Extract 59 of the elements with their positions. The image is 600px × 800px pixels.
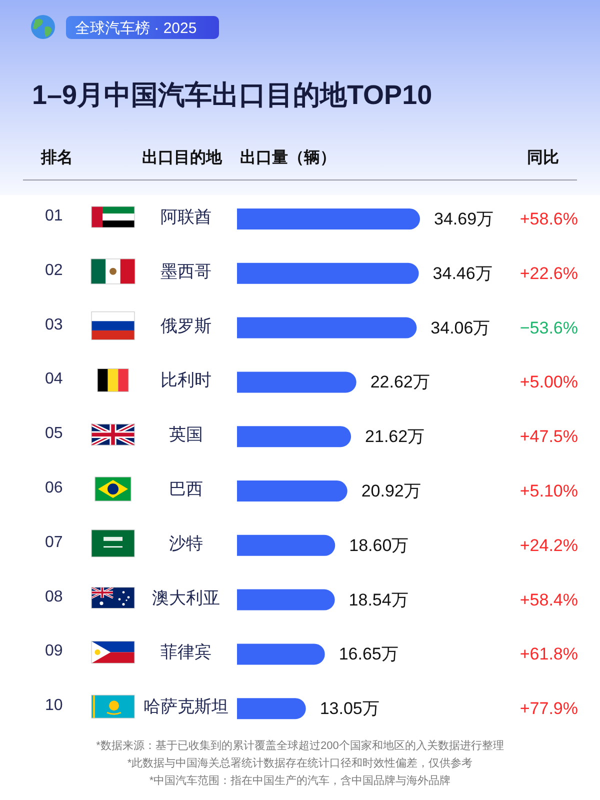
- y-tick-label: 沙特: [169, 534, 203, 553]
- text: 02: [45, 262, 63, 279]
- y-tick-label: 墨西哥: [160, 262, 212, 281]
- chart-subtitle: 全球汽车榜 · 2025: [75, 20, 197, 37]
- bar: [237, 698, 306, 720]
- text: 同比: [527, 148, 559, 166]
- data-label: +22.6%: [520, 264, 578, 283]
- data-label: +77.9%: [520, 699, 578, 718]
- x-axis-title: 出口量（辆）: [240, 148, 336, 166]
- data-label: 34.46万: [432, 264, 492, 283]
- text: 排名: [40, 148, 73, 166]
- data-label: 34.69万: [434, 210, 494, 228]
- y-tick-label: 澳大利亚: [152, 588, 220, 608]
- text: 03: [45, 316, 63, 334]
- bar: [237, 317, 417, 338]
- bar: [237, 372, 356, 393]
- data-label: +58.6%: [520, 210, 578, 228]
- data-label: −53.6%: [520, 318, 578, 338]
- y-tick-label: 巴西: [169, 480, 203, 498]
- data-label: 20.92万: [361, 482, 421, 500]
- text: 05: [45, 425, 63, 442]
- text: 07: [45, 534, 63, 551]
- text: *此数据与中国海关总署统计数据存在统计口径和时效性偏差，仅供参考: [127, 756, 473, 770]
- data-label: +58.4%: [520, 590, 578, 610]
- bar: [237, 534, 336, 556]
- text: 08: [45, 588, 63, 606]
- data-label: +5.10%: [520, 482, 578, 500]
- bar: [237, 426, 352, 448]
- y-tick-label: 俄罗斯: [160, 316, 212, 336]
- text: 04: [45, 370, 63, 388]
- text: *中国汽车范围：指在中国生产的汽车，含中国品牌与海外品牌: [149, 774, 451, 787]
- data-label: 13.05万: [320, 699, 380, 718]
- text: 06: [45, 480, 63, 496]
- text: 09: [45, 642, 63, 660]
- bar: [237, 480, 348, 502]
- data-label: 18.60万: [349, 536, 409, 555]
- text: 10: [45, 697, 63, 714]
- bar: [237, 589, 335, 610]
- chart-title: 1–9月中国汽车出口目的地TOP10: [32, 80, 432, 110]
- data-label: 18.54万: [348, 590, 408, 610]
- data-label: 21.62万: [365, 427, 425, 446]
- y-tick-label: 哈萨克斯坦: [144, 697, 228, 716]
- y-tick-label: 阿联酋: [160, 208, 212, 226]
- y-tick-label: 英国: [169, 425, 203, 444]
- data-label: 22.62万: [370, 372, 430, 392]
- y-axis-title: 出口目的地: [142, 148, 223, 166]
- data-label: 34.06万: [430, 318, 490, 338]
- data-label: +61.8%: [520, 644, 578, 664]
- data-label: +5.00%: [520, 372, 578, 392]
- y-tick-label: 比利时: [160, 370, 212, 390]
- text: 01: [45, 208, 63, 224]
- bar: [237, 644, 325, 665]
- data-label: +24.2%: [520, 536, 578, 555]
- y-tick-label: 菲律宾: [160, 642, 212, 662]
- bar: [237, 262, 419, 284]
- data-label: 16.65万: [338, 644, 398, 664]
- text: *数据来源：基于已收集到的累计覆盖全球超过200个国家和地区的入关数据进行整理: [96, 739, 504, 752]
- data-label: +47.5%: [520, 427, 578, 446]
- bar: [237, 208, 420, 230]
